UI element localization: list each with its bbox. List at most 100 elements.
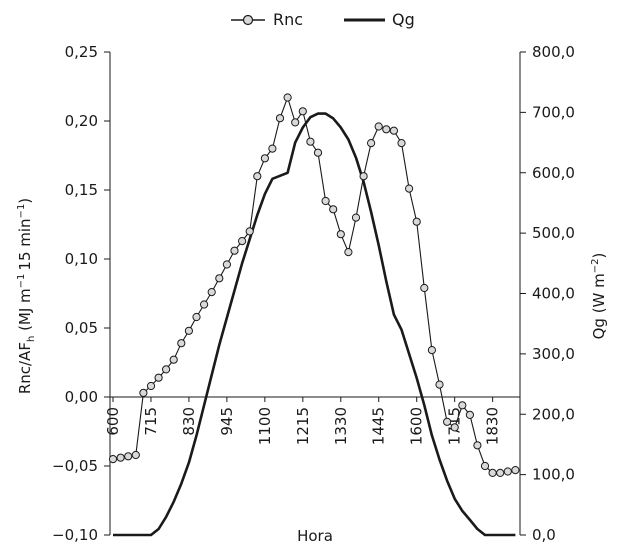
x-tick-label: 830: [180, 407, 198, 436]
series-rnc-point: [511, 466, 520, 475]
series-rnc-point: [146, 381, 156, 391]
x-tick-label: 1100: [256, 407, 274, 445]
series-qg: [113, 112, 516, 537]
y-left-title-c: 15 min: [16, 218, 34, 270]
series-rnc-point: [412, 217, 421, 226]
series-rnc-point: [374, 122, 383, 131]
y-right-tick-label: 100,0: [532, 466, 575, 484]
series-rnc-point: [359, 172, 368, 181]
series-rnc-point: [503, 467, 512, 476]
series-rnc-point: [283, 93, 292, 102]
series-rnc-point: [313, 148, 323, 157]
series-rnc-point: [397, 139, 406, 148]
series-qg-line: [113, 112, 516, 537]
x-tick-label: 1445: [370, 407, 388, 445]
y-left-ticks: −0,10 −0,05 0,00 0,05 0,10 0,15 0,20 0,25: [52, 43, 110, 544]
series-rnc-point: [222, 260, 231, 269]
series-rnc-point: [488, 468, 497, 477]
x-tick-label: 1215: [294, 407, 312, 445]
series-rnc-point: [162, 365, 171, 374]
y-left-title-sup1: −1: [16, 274, 27, 289]
x-ticks: 6007158309451100121513301445160017151830: [104, 397, 502, 445]
series-rnc-point: [260, 154, 269, 163]
series-rnc-point: [420, 283, 429, 293]
series-rnc-point: [458, 401, 467, 410]
y-right-title-sup: −2: [590, 258, 601, 273]
series-rnc-point: [427, 346, 436, 355]
legend: Rnc Qg: [231, 10, 415, 29]
series-rnc-point: [443, 417, 452, 426]
series-rnc-point: [177, 339, 186, 348]
series-rnc-point: [238, 237, 247, 246]
series-rnc-point: [480, 461, 490, 471]
series-rnc-point: [382, 125, 391, 134]
series-rnc-point: [306, 137, 315, 146]
y-left-tick-label: 0,05: [65, 319, 98, 337]
y-left-tick-label: −0,05: [52, 457, 98, 475]
y-left-tick-label: 0,20: [65, 112, 98, 130]
series-rnc-point: [321, 196, 330, 206]
y-left-title-sub: h: [26, 336, 37, 342]
legend-qg-label: Qg: [392, 10, 415, 29]
series-rnc-point: [207, 288, 216, 297]
y-right-tick-label: 700,0: [532, 103, 575, 121]
series-rnc-point: [450, 423, 459, 432]
x-tick-label: 1830: [484, 407, 502, 445]
series-rnc-point: [435, 380, 444, 389]
y-right-title-a: Qg (W m: [590, 273, 608, 339]
y-left-tick-label: 0,25: [65, 43, 98, 61]
series-rnc-point: [496, 468, 505, 477]
x-tick-label: 1330: [332, 407, 350, 445]
series-rnc-point: [336, 230, 345, 239]
series-rnc-point: [215, 274, 224, 283]
x-tick-label: 1600: [408, 407, 426, 445]
series-rnc-point: [169, 355, 178, 364]
x-tick-label: 600: [104, 407, 122, 436]
series-rnc-point: [367, 139, 376, 148]
x-axis-title: Hora: [297, 527, 333, 545]
y-right-tick-label: 600,0: [532, 164, 575, 182]
series-rnc-point: [389, 126, 398, 135]
series-rnc: [108, 93, 520, 477]
series-rnc-point: [192, 312, 201, 322]
x-tick-label: 715: [142, 407, 160, 436]
y-left-title-d: ): [16, 198, 34, 204]
y-axis-right-title: Qg (W m−2): [590, 253, 608, 340]
y-right-tick-label: 400,0: [532, 285, 575, 303]
series-rnc-point: [139, 388, 148, 397]
series-rnc-point: [291, 118, 300, 127]
series-rnc-point: [108, 455, 118, 464]
series-rnc-point: [184, 326, 193, 335]
series-rnc-point: [131, 450, 140, 460]
series-rnc-point: [124, 452, 133, 461]
y-left-tick-label: 0,10: [65, 250, 98, 268]
legend-rnc-marker: [242, 14, 254, 26]
series-rnc-point: [253, 172, 262, 181]
series-rnc-point: [329, 205, 338, 214]
series-rnc-point: [275, 114, 285, 123]
x-tick-label: 945: [218, 407, 236, 436]
series-rnc-point: [465, 410, 474, 419]
y-left-title-sup2: −1: [16, 204, 27, 219]
y-left-title-b: (MJ m: [16, 288, 34, 335]
series-rnc-point: [351, 213, 361, 222]
series-rnc-point: [473, 441, 482, 450]
y-right-tick-label: 300,0: [532, 345, 575, 363]
y-right-tick-label: 500,0: [532, 224, 575, 242]
y-left-title-a: Rnc/AF: [16, 342, 34, 394]
y-right-ticks: 0,0 100,0 200,0 300,0 400,0 500,0 600,0 700,0 80…: [520, 43, 575, 544]
y-right-tick-label: 800,0: [532, 43, 575, 61]
series-rnc-point: [268, 144, 277, 153]
y-right-title-b: ): [590, 253, 608, 259]
y-left-tick-label: 0,00: [65, 388, 98, 406]
y-left-tick-label: −0,10: [52, 526, 98, 544]
legend-rnc-label: Rnc: [273, 10, 303, 29]
series-rnc-point: [154, 373, 163, 382]
series-rnc-point: [298, 107, 307, 116]
series-rnc-point: [245, 227, 254, 236]
series-rnc-point: [200, 300, 209, 309]
y-right-tick-label: 200,0: [532, 405, 575, 423]
series-rnc-point: [405, 184, 414, 193]
y-right-tick-label: 0,0: [532, 526, 556, 544]
